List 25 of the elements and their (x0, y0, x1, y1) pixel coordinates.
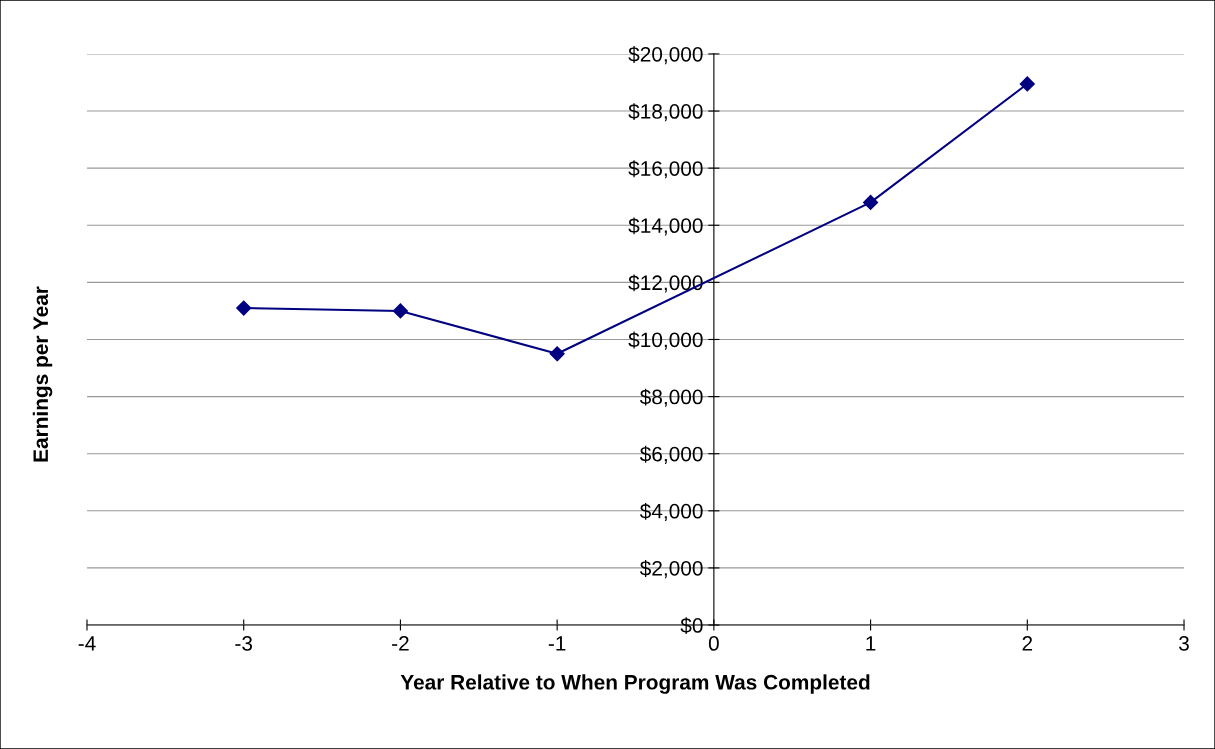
x-tick-label: -3 (235, 636, 253, 651)
point (549, 346, 565, 362)
x-tick-label: -1 (548, 636, 566, 651)
x-tick-label: 3 (1179, 636, 1189, 651)
y-tick-label: $10,000 (628, 331, 703, 350)
y-tick-label: $20,000 (628, 46, 703, 65)
y-tick-label: $18,000 (628, 103, 703, 122)
y-tick-label: $12,000 (628, 274, 703, 293)
x-tick-label: 1 (866, 636, 876, 651)
x-tick-label: -4 (78, 636, 96, 651)
x-axis-title: Year Relative to When Program Was Completed (400, 674, 870, 694)
point (392, 303, 408, 319)
y-tick-label: $14,000 (628, 217, 703, 236)
point (1019, 76, 1035, 92)
x-tick-label: 0 (708, 636, 719, 651)
x-tick-label: 2 (1022, 636, 1033, 651)
y-tick-label: $16,000 (628, 160, 703, 179)
y-tick-label: $8,000 (639, 388, 703, 407)
point (863, 194, 879, 210)
y-tick-label: $4,000 (639, 502, 703, 522)
y-tick-label: $6,000 (639, 445, 703, 464)
x-tick-label: -2 (392, 636, 409, 651)
y-tick-label: $2,000 (639, 560, 703, 579)
point (236, 300, 252, 316)
y-axis-title: Earnings per Year (32, 286, 53, 462)
